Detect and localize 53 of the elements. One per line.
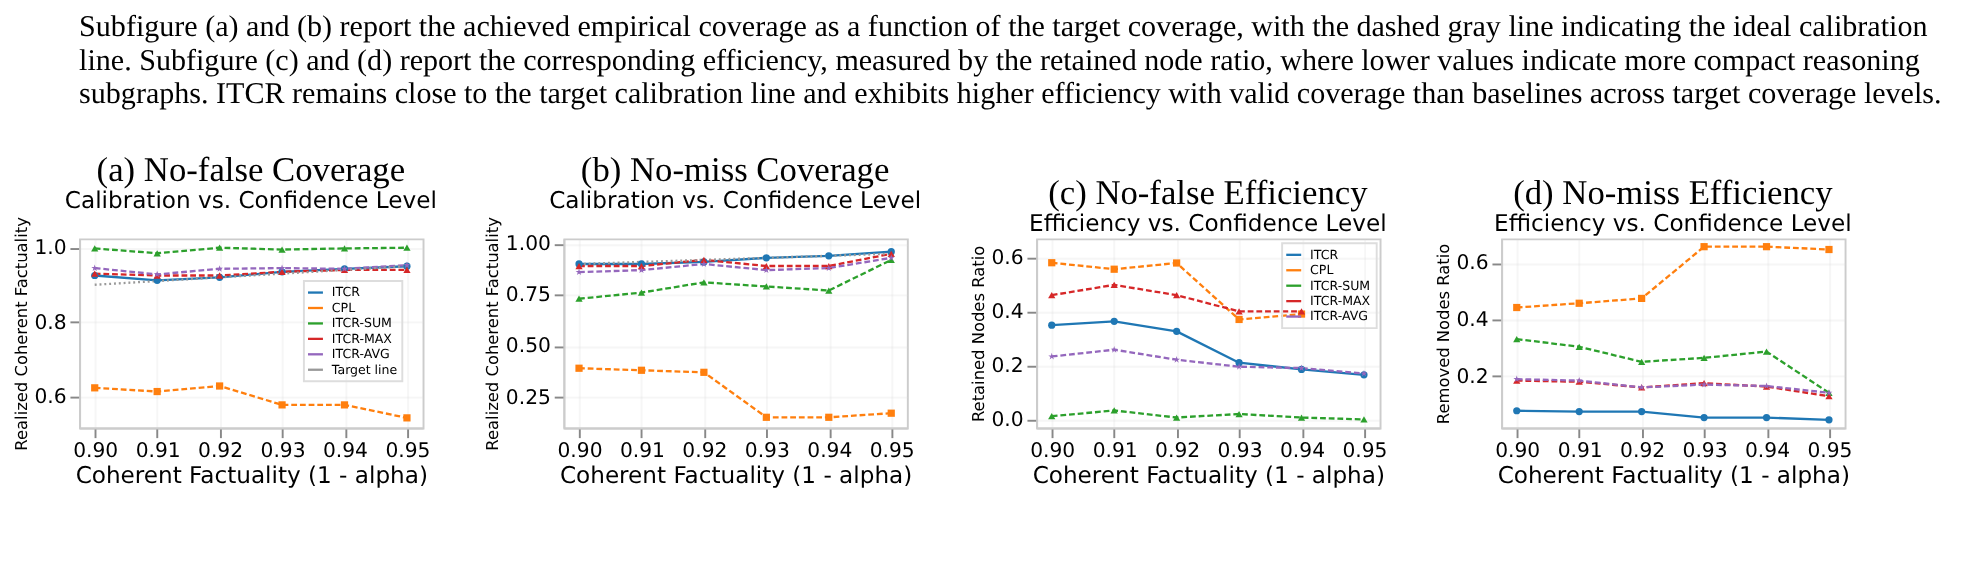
y-tick-label: 0.4 bbox=[1456, 310, 1489, 333]
x-tick-label: 0.94 bbox=[322, 441, 368, 464]
x-tick-label: 0.95 bbox=[869, 441, 915, 464]
y-tick-label: 0.6 bbox=[34, 386, 67, 409]
x-tick-label: 0.94 bbox=[807, 441, 853, 464]
y-tick-label: 1.0 bbox=[34, 238, 67, 261]
x-tick-label: 0.92 bbox=[1155, 441, 1201, 464]
y-axis-title: Realized Coherent Factuality bbox=[10, 216, 31, 451]
x-axis-title: Coherent Factuality (1 - alpha) bbox=[559, 461, 913, 490]
x-tick-label: 0.92 bbox=[682, 441, 728, 464]
chart-title: (c) No-false Efficiency bbox=[1048, 173, 1369, 212]
x-tick-label: 0.93 bbox=[744, 441, 790, 464]
x-tick-label: 0.91 bbox=[135, 441, 181, 464]
y-tick-label: 0.4 bbox=[991, 302, 1024, 325]
x-tick-label: 0.93 bbox=[260, 441, 306, 464]
text: Subfigure (a) and (b) report the achieved empirical coverage as a function of the target coverage, with the dashed gray line indicating the ideal calibration line. Subfigure (c) and (d) report the corresponding efficiency, measured by the retained node ratio, where lower values indicate more compact reasoning subgraphs. ITCR remains close to the target calibration line and exhibits higher efficiency with valid coverage than baselines across target coverage levels. bbox=[79, 11, 1942, 112]
chart-subtitle: Calibration vs. Confidence Level bbox=[64, 186, 437, 215]
x-axis-title: Coherent Factuality (1 - alpha) bbox=[1497, 461, 1850, 490]
y-tick-label: 0.2 bbox=[991, 356, 1024, 379]
x-tick-label: 0.95 bbox=[1807, 441, 1853, 464]
x-tick-label: 0.94 bbox=[1744, 441, 1791, 464]
y-tick-label: 0.0 bbox=[991, 410, 1024, 433]
x-tick-label: 0.92 bbox=[1620, 441, 1666, 464]
y-tick-label: 0.8 bbox=[34, 312, 67, 335]
y-tick-label: 1.00 bbox=[505, 234, 551, 257]
y-tick-label: 0.6 bbox=[991, 248, 1024, 271]
x-tick-label: 0.92 bbox=[198, 441, 244, 464]
x-tick-label: 0.93 bbox=[1217, 441, 1263, 464]
x-tick-label: 0.91 bbox=[619, 441, 665, 464]
x-axis-title: Coherent Factuality (1 - alpha) bbox=[1032, 461, 1385, 490]
x-tick-label: 0.91 bbox=[1092, 441, 1138, 464]
y-axis-title: Retained Nodes Ratio bbox=[967, 245, 988, 423]
chart-title: (b) No-miss Coverage bbox=[580, 151, 890, 190]
chart-subtitle: Calibration vs. Confidence Level bbox=[549, 186, 922, 215]
x-tick-label: 0.90 bbox=[557, 441, 603, 464]
x-tick-label: 0.94 bbox=[1279, 441, 1325, 464]
y-tick-label: 0.6 bbox=[1456, 253, 1489, 276]
chart-title: (a) No-false Coverage bbox=[96, 151, 406, 190]
y-axis-title: Removed Nodes Ratio bbox=[1432, 243, 1453, 425]
y-tick-label: 0.75 bbox=[505, 285, 551, 308]
x-tick-label: 0.90 bbox=[1030, 441, 1076, 464]
x-tick-label: 0.90 bbox=[1495, 441, 1541, 464]
x-tick-label: 0.93 bbox=[1682, 441, 1728, 464]
y-axis-title: Realized Coherent Factuality bbox=[482, 216, 503, 451]
x-tick-label: 0.95 bbox=[1342, 441, 1388, 464]
x-tick-label: 0.90 bbox=[73, 441, 119, 464]
chart-title: (d) No-miss Efficiency bbox=[1513, 173, 1834, 212]
y-tick-label: 0.2 bbox=[1456, 367, 1489, 390]
y-tick-label: 0.50 bbox=[505, 336, 551, 359]
y-tick-label: 0.25 bbox=[505, 387, 551, 410]
x-axis-title: Coherent Factuality (1 - alpha) bbox=[75, 461, 428, 490]
x-tick-label: 0.91 bbox=[1557, 441, 1603, 464]
x-tick-label: 0.95 bbox=[385, 441, 431, 464]
